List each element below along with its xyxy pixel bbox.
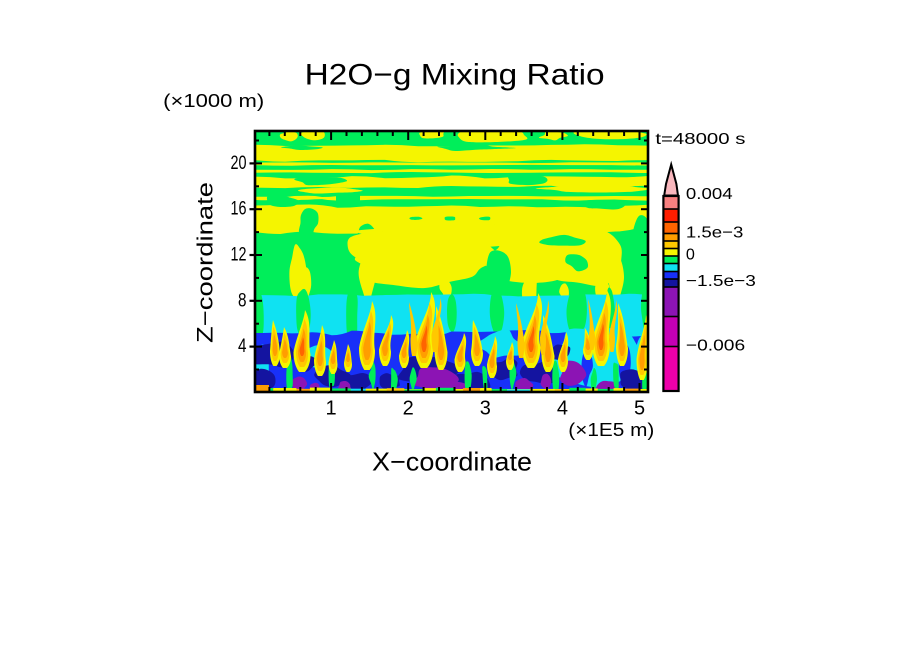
svg-text:16: 16 <box>231 199 247 220</box>
svg-text:4: 4 <box>557 398 568 420</box>
svg-text:20: 20 <box>231 153 247 174</box>
svg-text:(×1E5 m): (×1E5 m) <box>568 420 654 440</box>
svg-text:Z−coordinate: Z−coordinate <box>193 182 218 343</box>
svg-text:8: 8 <box>238 290 247 311</box>
svg-text:12: 12 <box>231 245 247 266</box>
svg-text:2: 2 <box>403 398 414 420</box>
svg-text:1: 1 <box>326 398 337 420</box>
svg-text:H2O−g Mixing Ratio: H2O−g Mixing Ratio <box>305 59 605 92</box>
svg-text:(×1000 m): (×1000 m) <box>163 91 264 111</box>
svg-text:3: 3 <box>480 398 491 420</box>
svg-text:0: 0 <box>686 247 695 264</box>
svg-text:5: 5 <box>634 398 645 420</box>
svg-text:−0.006: −0.006 <box>686 338 745 355</box>
svg-text:1.5e−3: 1.5e−3 <box>686 225 744 242</box>
svg-text:t=48000 s: t=48000 s <box>655 131 745 148</box>
svg-text:−1.5e−3: −1.5e−3 <box>686 273 756 290</box>
svg-text:0.004: 0.004 <box>686 186 733 203</box>
svg-text:4: 4 <box>238 336 247 357</box>
svg-text:X−coordinate: X−coordinate <box>372 447 532 477</box>
